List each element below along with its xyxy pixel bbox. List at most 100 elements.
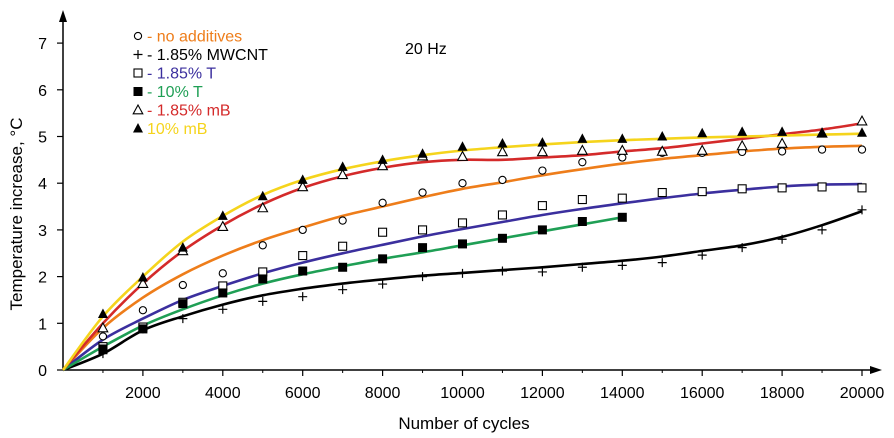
y-tick-label: 7 bbox=[38, 36, 47, 53]
data-point-series-4 bbox=[336, 168, 349, 180]
data-point-series-4 bbox=[536, 145, 549, 157]
data-point-series-3 bbox=[138, 324, 148, 334]
data-point-series-2 bbox=[737, 184, 747, 194]
data-point-series-1 bbox=[338, 285, 348, 295]
data-point-series-2 bbox=[338, 241, 348, 251]
data-point-series-0 bbox=[817, 145, 827, 154]
data-point-series-0 bbox=[418, 188, 427, 197]
series-curve-1 bbox=[62, 209, 863, 372]
data-point-series-0 bbox=[578, 158, 587, 167]
data-point-series-5 bbox=[857, 127, 867, 137]
data-point-series-0 bbox=[498, 175, 507, 185]
data-point-series-3 bbox=[458, 239, 467, 249]
data-point-series-0 bbox=[178, 280, 187, 290]
data-point-series-1 bbox=[737, 243, 747, 253]
data-point-series-1 bbox=[697, 250, 707, 260]
data-point-series-4 bbox=[496, 145, 509, 157]
data-point-series-2 bbox=[298, 251, 308, 261]
data-point-series-4 bbox=[137, 277, 149, 288]
legend-label-3: - 10% T bbox=[147, 84, 203, 101]
legend-label-2: - 1.85% T bbox=[147, 66, 216, 83]
data-point-series-2 bbox=[417, 225, 428, 235]
legend-marker-1 bbox=[133, 50, 143, 59]
legend-label-0: - no additives bbox=[147, 29, 242, 46]
y-tick-label: 1 bbox=[38, 316, 47, 333]
data-point-series-2 bbox=[457, 218, 468, 228]
data-point-series-3 bbox=[577, 216, 587, 226]
data-point-series-3 bbox=[537, 225, 547, 235]
data-point-series-4 bbox=[856, 114, 868, 126]
data-point-series-3 bbox=[298, 266, 308, 276]
y-tick-label: 4 bbox=[38, 176, 47, 193]
data-markers bbox=[97, 114, 868, 359]
legend-label-4: - 1.85% mB bbox=[147, 103, 231, 120]
data-point-series-4 bbox=[736, 139, 748, 151]
data-point-series-1 bbox=[258, 296, 268, 306]
data-point-series-4 bbox=[456, 150, 469, 161]
data-point-series-2 bbox=[657, 187, 667, 198]
x-tick-label: 6000 bbox=[285, 385, 321, 402]
data-point-series-4 bbox=[217, 220, 229, 231]
y-axis-arrow bbox=[59, 10, 67, 22]
data-point-series-0 bbox=[458, 179, 467, 188]
data-point-series-5 bbox=[497, 138, 508, 148]
data-point-series-0 bbox=[298, 225, 307, 235]
annotation-frequency: 20 Hz bbox=[405, 41, 447, 58]
legend-marker-5 bbox=[133, 123, 143, 133]
data-point-series-5 bbox=[257, 190, 268, 201]
y-tick-label: 2 bbox=[38, 270, 47, 287]
y-axis-title: Temperature increase, °C bbox=[7, 118, 26, 311]
series-curve-2 bbox=[62, 182, 863, 372]
data-point-series-2 bbox=[378, 227, 388, 237]
data-point-series-0 bbox=[378, 198, 387, 207]
data-point-series-5 bbox=[697, 127, 708, 138]
data-point-series-5 bbox=[577, 133, 588, 143]
data-point-series-4 bbox=[776, 137, 788, 148]
data-point-series-0 bbox=[138, 306, 148, 315]
data-point-series-5 bbox=[297, 174, 308, 184]
data-point-series-3 bbox=[418, 243, 428, 253]
x-tick-label: 2000 bbox=[125, 385, 161, 402]
data-point-series-5 bbox=[337, 161, 348, 171]
data-point-series-3 bbox=[497, 233, 507, 243]
data-point-series-4 bbox=[656, 145, 668, 156]
data-point-series-2 bbox=[857, 183, 867, 193]
data-point-series-5 bbox=[417, 148, 428, 158]
data-point-series-0 bbox=[338, 216, 347, 225]
data-point-series-0 bbox=[98, 332, 108, 341]
y-tick-label: 0 bbox=[38, 363, 47, 380]
series-curve-0 bbox=[62, 144, 863, 371]
x-tick-label: 12000 bbox=[520, 385, 565, 402]
data-point-series-5 bbox=[377, 154, 388, 164]
data-point-series-5 bbox=[177, 242, 188, 252]
legend-marker-3 bbox=[133, 87, 143, 96]
x-tick-label: 16000 bbox=[680, 385, 725, 402]
data-point-series-1 bbox=[418, 272, 428, 282]
legend-marker-2 bbox=[133, 68, 143, 78]
data-point-series-1 bbox=[497, 266, 507, 276]
data-point-series-5 bbox=[457, 141, 468, 151]
data-point-series-1 bbox=[857, 205, 867, 215]
data-point-series-0 bbox=[258, 241, 267, 250]
data-point-series-0 bbox=[777, 147, 787, 156]
data-point-series-1 bbox=[617, 260, 627, 270]
data-point-series-5 bbox=[817, 127, 828, 138]
x-tick-label: 14000 bbox=[600, 385, 645, 402]
data-point-series-5 bbox=[777, 126, 788, 136]
data-point-series-0 bbox=[538, 166, 547, 175]
x-tick-label: 20000 bbox=[840, 385, 885, 402]
legend-label-5: 10% mB bbox=[147, 121, 207, 138]
x-tick-label: 8000 bbox=[365, 385, 401, 402]
legend: - no additives- 1.85% MWCNT - 1.85% T- 10… bbox=[132, 29, 268, 138]
x-axis-title: Number of cycles bbox=[398, 414, 529, 433]
data-point-series-0 bbox=[857, 145, 867, 154]
data-point-series-5 bbox=[217, 210, 228, 220]
data-point-series-2 bbox=[497, 210, 508, 220]
x-tick-label: 18000 bbox=[760, 385, 805, 402]
data-point-series-1 bbox=[537, 267, 547, 277]
data-point-series-1 bbox=[577, 262, 587, 272]
data-point-series-5 bbox=[737, 126, 748, 136]
data-point-series-5 bbox=[617, 133, 628, 143]
data-point-series-1 bbox=[178, 314, 188, 324]
